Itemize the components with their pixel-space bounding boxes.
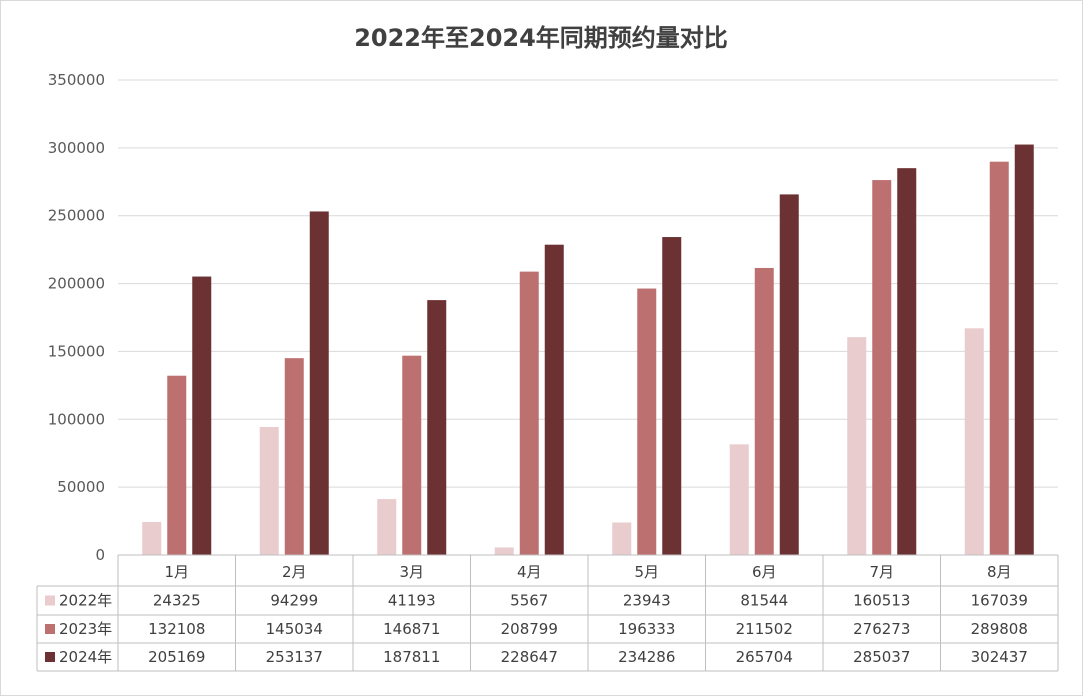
bar: [847, 337, 867, 555]
data-table-value: 205169: [148, 648, 205, 666]
chart-title: 2022年至2024年同期预约量对比: [354, 24, 728, 52]
bar: [989, 161, 1009, 555]
bar: [284, 358, 304, 555]
data-table-value: 196333: [618, 620, 675, 638]
y-tick-label: 350000: [48, 71, 105, 89]
legend-key: [45, 624, 55, 634]
data-table-value: 265704: [736, 648, 793, 666]
bar: [662, 237, 682, 555]
bar: [427, 300, 447, 555]
gridlines: [118, 79, 1058, 488]
legend-label: 2023年: [59, 620, 112, 638]
x-category-label: 6月: [752, 563, 777, 581]
data-table: 1月 2月 3月 4月 5月 6月 7月 8月 2022年 24325 94299 41193 5567…: [36, 554, 1059, 672]
data-table-value: 228647: [501, 648, 558, 666]
bar: [519, 271, 539, 555]
bar: [167, 375, 187, 555]
bar: [377, 499, 397, 555]
bar: [494, 547, 514, 555]
data-table-value: 24325: [153, 592, 201, 610]
y-tick-label: 300000: [48, 139, 105, 157]
data-table-value: 276273: [853, 620, 910, 638]
bar: [729, 444, 749, 555]
data-table-value: 146871: [383, 620, 440, 638]
x-category-label: 5月: [634, 563, 659, 581]
y-tick-label: 200000: [48, 275, 105, 293]
bar: [897, 168, 917, 556]
data-table-value: 285037: [853, 648, 910, 666]
x-category-label: 8月: [987, 563, 1012, 581]
data-table-value: 289808: [971, 620, 1028, 638]
y-tick-label: 0: [95, 546, 105, 564]
bar: [142, 521, 162, 555]
y-tick-label: 150000: [48, 342, 105, 360]
bar: [754, 267, 774, 555]
x-category-label: 3月: [399, 563, 424, 581]
bar: [872, 180, 892, 555]
data-table-value: 132108: [148, 620, 205, 638]
data-table-value: 81544: [740, 592, 788, 610]
y-tick-label: 50000: [57, 478, 105, 496]
bar: [612, 522, 632, 555]
bar: [1014, 144, 1034, 555]
data-table-value: 167039: [971, 592, 1028, 610]
data-table-value: 187811: [383, 648, 440, 666]
bar: [637, 288, 657, 555]
data-table-value: 208799: [501, 620, 558, 638]
bar: [964, 328, 984, 555]
data-table-value: 23943: [623, 592, 671, 610]
bar: [779, 194, 799, 555]
data-table-value: 145034: [266, 620, 323, 638]
legend-label: 2022年: [59, 592, 112, 610]
y-axis-ticks: 0 50000 100000 150000 200000 250000 300000 3500…: [48, 71, 105, 564]
y-tick-label: 100000: [48, 410, 105, 428]
data-table-value: 5567: [510, 592, 548, 610]
data-table-value: 41193: [388, 592, 436, 610]
x-category-label: 1月: [164, 563, 189, 581]
x-category-label: 4月: [517, 563, 542, 581]
legend-label: 2024年: [59, 648, 112, 666]
data-table-value: 94299: [270, 592, 318, 610]
bar: [544, 244, 564, 555]
data-table-value: 302437: [971, 648, 1028, 666]
x-category-label: 7月: [869, 563, 894, 581]
legend-key: [45, 595, 55, 606]
bar: [402, 355, 422, 555]
legend-key: [45, 652, 55, 662]
bar: [259, 427, 279, 555]
bar: [192, 276, 212, 555]
x-category-label: 2月: [282, 563, 307, 581]
data-table-value: 234286: [618, 648, 675, 666]
y-tick-label: 250000: [48, 207, 105, 225]
data-table-value: 211502: [736, 620, 793, 638]
data-table-value: 253137: [266, 648, 323, 666]
data-table-value: 160513: [853, 592, 910, 610]
bars: [142, 144, 1034, 556]
bar: [309, 211, 329, 556]
